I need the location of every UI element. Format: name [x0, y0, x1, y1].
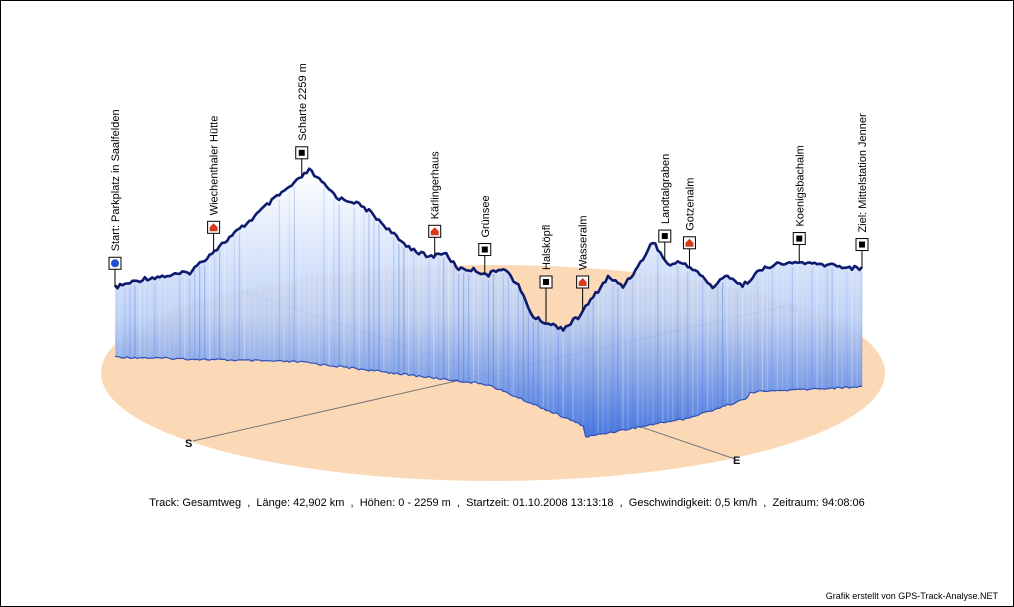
waypoint-label: Kärlingerhaus — [430, 151, 442, 219]
waypoint-marker: Ziel: Mittelstation Jenner — [855, 113, 869, 269]
hut-icon — [685, 238, 694, 247]
waypoint-label: Start: Parkplatz in Saalfelden — [110, 109, 122, 251]
direction-e: E — [733, 455, 740, 467]
square-icon — [796, 235, 803, 242]
square-icon — [543, 279, 550, 285]
waypoint-label: Wiechenthaler Hütte — [209, 116, 221, 216]
elevation-curtain — [115, 168, 862, 438]
waypoint-layer: Start: Parkplatz in Saalfelden Wiechentha… — [108, 63, 869, 323]
elevation-line — [113, 167, 863, 332]
square-icon — [481, 246, 488, 253]
waypoint-marker: Start: Parkplatz in Saalfelden — [108, 109, 122, 288]
square-icon — [859, 241, 865, 248]
waypoint-label: Gotzenalm — [684, 178, 696, 231]
waypoint-label: Koenigsbachalm — [794, 145, 806, 226]
waypoint-marker: Halsköpfl — [539, 225, 553, 323]
waypoint-marker: Grünsee — [478, 195, 492, 274]
credit-text: Grafik erstellt von GPS-Track-Analyse.NE… — [825, 591, 998, 601]
square-icon — [298, 149, 305, 156]
square-icon — [661, 233, 668, 240]
waypoint-label: Grünsee — [480, 195, 492, 237]
waypoint-label: Landtalgraben — [660, 154, 672, 224]
curtain-streaks — [114, 172, 863, 438]
waypoint-marker: Scharte 2259 m — [295, 63, 309, 177]
waypoint-label: Ziel: Mittelstation Jenner — [857, 113, 869, 233]
waypoint-label: Wasseralm — [578, 215, 590, 270]
info-icon — [111, 259, 119, 268]
track-caption: Track: Gesamtweg , Länge: 42,902 km , Hö… — [149, 497, 865, 509]
waypoint-marker: Kärlingerhaus — [428, 151, 442, 256]
ground-track — [114, 355, 863, 438]
waypoint-marker: Koenigsbachalm — [792, 145, 806, 263]
waypoint-label: Scharte 2259 m — [297, 63, 309, 141]
direction-s: S — [185, 438, 192, 450]
waypoint-marker: Landtalgraben — [658, 154, 672, 261]
hut-icon — [430, 227, 439, 236]
waypoint-marker: Wiechenthaler Hütte — [207, 116, 221, 252]
waypoint-label: Halsköpfl — [541, 225, 553, 270]
waypoint-marker: Gotzenalm — [682, 178, 696, 267]
hut-icon — [578, 278, 587, 286]
waypoint-marker: Wasseralm — [576, 215, 590, 312]
hut-icon — [209, 223, 218, 232]
